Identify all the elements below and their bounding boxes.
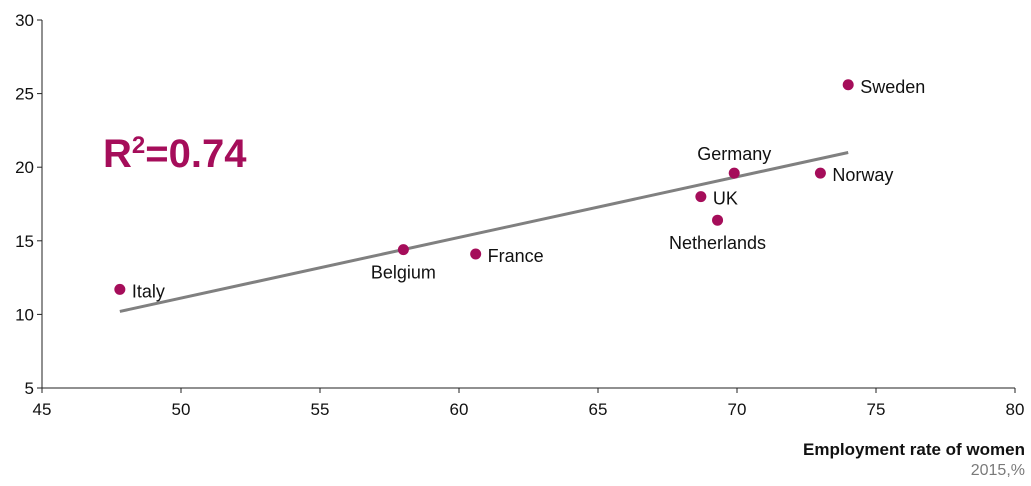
label-germany: Germany xyxy=(697,144,771,164)
label-netherlands: Netherlands xyxy=(669,233,766,253)
x-tick-label: 50 xyxy=(172,400,191,419)
x-tick-label: 70 xyxy=(728,400,747,419)
x-tick-label: 65 xyxy=(589,400,608,419)
label-norway: Norway xyxy=(832,165,893,185)
y-axis-ticks: 5 10 15 20 25 30 xyxy=(15,11,42,398)
x-tick-label: 60 xyxy=(450,400,469,419)
point-uk xyxy=(695,191,707,203)
x-axis-title: Employment rate of women xyxy=(803,440,1025,459)
label-belgium: Belgium xyxy=(371,263,436,283)
point-norway xyxy=(814,167,826,179)
point-france xyxy=(470,248,482,260)
y-tick-label: 15 xyxy=(15,232,34,251)
point-germany xyxy=(728,167,740,179)
point-labels: Italy Belgium France UK Netherlands Germany No… xyxy=(132,77,925,302)
x-tick-label: 45 xyxy=(33,400,52,419)
label-uk: UK xyxy=(713,189,738,209)
axes xyxy=(41,20,1015,389)
label-france: France xyxy=(488,246,544,266)
point-italy xyxy=(114,283,126,295)
y-tick-label: 10 xyxy=(15,305,34,324)
y-tick-label: 5 xyxy=(25,379,34,398)
x-tick-label: 75 xyxy=(867,400,886,419)
point-belgium xyxy=(397,244,409,256)
r-squared-annotation: R2=0.74 xyxy=(103,132,247,176)
point-sweden xyxy=(842,79,854,91)
y-tick-label: 30 xyxy=(15,11,34,30)
scatter-chart: 5 10 15 20 25 30 45 50 55 60 65 70 75 80 Italy Belgiu… xyxy=(15,11,1025,419)
x-axis-ticks: 45 50 55 60 65 70 75 80 xyxy=(33,388,1025,419)
point-netherlands xyxy=(712,214,724,226)
label-sweden: Sweden xyxy=(860,77,925,97)
y-tick-label: 25 xyxy=(15,85,34,104)
data-points xyxy=(114,79,854,295)
x-tick-label: 55 xyxy=(311,400,330,419)
y-tick-label: 20 xyxy=(15,158,34,177)
trend-line xyxy=(119,151,849,313)
x-tick-label: 80 xyxy=(1006,400,1025,419)
label-italy: Italy xyxy=(132,281,165,301)
x-axis-subtitle: 2015,% xyxy=(970,462,1025,479)
